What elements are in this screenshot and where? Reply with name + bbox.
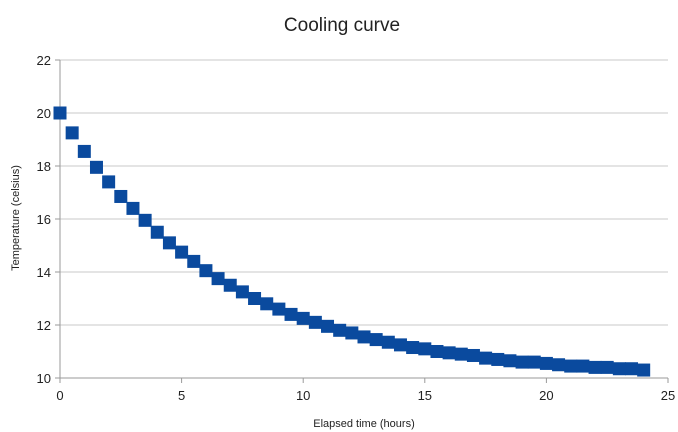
data-point <box>235 285 249 299</box>
grid-lines <box>60 59 668 326</box>
x-tick-label: 20 <box>539 388 553 403</box>
y-axis-label: Temperature (celsius) <box>10 165 22 271</box>
data-point <box>260 297 274 311</box>
chart-title: Cooling curve <box>284 15 400 36</box>
data-point <box>138 213 152 227</box>
y-tick-label: 10 <box>37 371 51 386</box>
data-point <box>527 355 541 369</box>
data-point <box>393 338 407 352</box>
data-point <box>576 359 590 373</box>
data-point <box>89 160 103 174</box>
y-tick-label: 16 <box>37 212 51 227</box>
data-point <box>284 307 298 321</box>
data-point <box>333 323 347 337</box>
data-point <box>418 342 432 356</box>
y-tick-label: 14 <box>37 265 51 280</box>
data-point <box>102 175 116 189</box>
x-tick-label: 25 <box>661 388 675 403</box>
data-point <box>357 330 371 344</box>
data-point <box>442 346 456 360</box>
data-point <box>600 360 614 374</box>
data-point <box>503 354 517 368</box>
y-tick-label: 18 <box>37 159 51 174</box>
y-tick-labels: 10 12 14 16 18 20 22 <box>37 53 51 386</box>
data-point <box>308 315 322 329</box>
data-point <box>466 348 480 362</box>
data-point <box>564 359 578 373</box>
data-point <box>223 278 237 292</box>
x-axis-label: Elapsed time (hours) <box>313 418 415 430</box>
x-tick-labels: 0 5 10 15 20 25 <box>56 388 675 403</box>
data-point <box>491 352 505 366</box>
data-point <box>454 347 468 361</box>
data-point <box>211 272 225 286</box>
y-tick-label: 20 <box>37 106 51 121</box>
data-point <box>77 144 91 158</box>
y-tick-label: 12 <box>37 318 51 333</box>
data-point <box>381 335 395 349</box>
data-point <box>588 360 602 374</box>
data-point <box>114 189 128 203</box>
data-point <box>612 362 626 376</box>
data-point <box>65 126 79 140</box>
data-point <box>637 363 651 377</box>
data-point <box>625 362 639 376</box>
data-point <box>162 236 176 250</box>
x-tick-label: 5 <box>178 388 185 403</box>
data-point <box>552 358 566 372</box>
data-point <box>321 319 335 333</box>
data-point <box>53 106 67 120</box>
data-point <box>175 245 189 259</box>
data-point <box>126 201 140 215</box>
data-point <box>479 351 493 365</box>
x-tick-label: 15 <box>418 388 432 403</box>
data-point <box>406 341 420 355</box>
data-point <box>296 311 310 325</box>
x-tick-label: 10 <box>296 388 310 403</box>
data-point <box>369 333 383 347</box>
data-point <box>345 326 359 340</box>
data-points <box>53 106 651 377</box>
y-tick-label: 22 <box>37 53 51 68</box>
data-point <box>150 225 164 239</box>
data-point <box>272 302 286 316</box>
data-point <box>199 264 213 278</box>
data-point <box>539 356 553 370</box>
data-point <box>515 355 529 369</box>
data-point <box>248 292 262 305</box>
data-point <box>430 345 444 358</box>
data-point <box>187 254 201 268</box>
x-tick-label: 0 <box>56 388 63 403</box>
